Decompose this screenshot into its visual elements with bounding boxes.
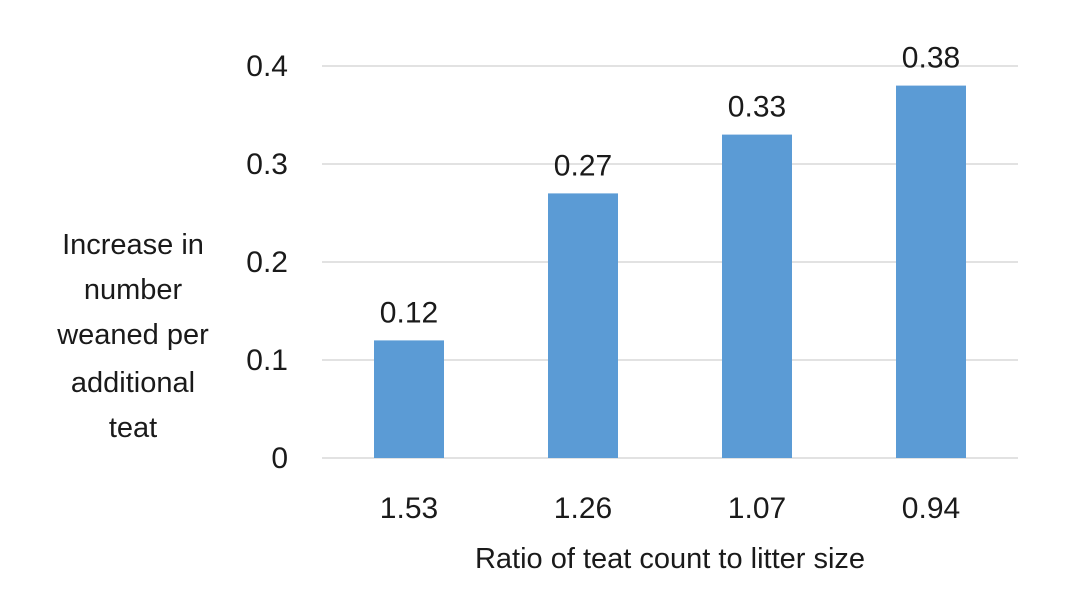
data-label-2: 0.33 [728, 91, 786, 124]
y-axis-label-line-4: teat [109, 412, 157, 444]
data-label-0: 0.12 [380, 296, 438, 329]
bars [374, 85, 966, 458]
y-tick-label-0: 0 [271, 442, 288, 475]
x-tick-label-2: 1.07 [728, 492, 786, 525]
data-labels: 0.12 0.27 0.33 0.38 [380, 42, 960, 330]
y-tick-label-2: 0.2 [246, 246, 288, 279]
bar-3 [896, 85, 966, 458]
bar-1 [548, 193, 618, 458]
y-axis-label-line-0: Increase in [62, 229, 204, 261]
y-axis-label-line-2: weaned per [56, 319, 209, 351]
y-tick-label-3: 0.3 [246, 148, 288, 181]
data-label-1: 0.27 [554, 149, 612, 182]
x-tick-label-3: 0.94 [902, 492, 960, 525]
y-axis-label-line-3: additional [71, 367, 195, 399]
x-axis-label: Ratio of teat count to litter size [475, 543, 865, 575]
y-axis-label-line-1: number [84, 274, 183, 306]
bar-0 [374, 340, 444, 458]
y-axis-ticks: 0 0.1 0.2 0.3 0.4 [246, 50, 288, 475]
x-axis-ticks: 1.53 1.26 1.07 0.94 [380, 492, 960, 525]
x-tick-label-1: 1.26 [554, 492, 612, 525]
data-label-3: 0.38 [902, 42, 960, 75]
bar-2 [722, 134, 792, 458]
x-tick-label-0: 1.53 [380, 492, 438, 525]
y-tick-label-1: 0.1 [246, 344, 288, 377]
y-axis-label: Increase in number weaned per additional tea… [56, 229, 209, 444]
y-tick-label-4: 0.4 [246, 50, 288, 83]
